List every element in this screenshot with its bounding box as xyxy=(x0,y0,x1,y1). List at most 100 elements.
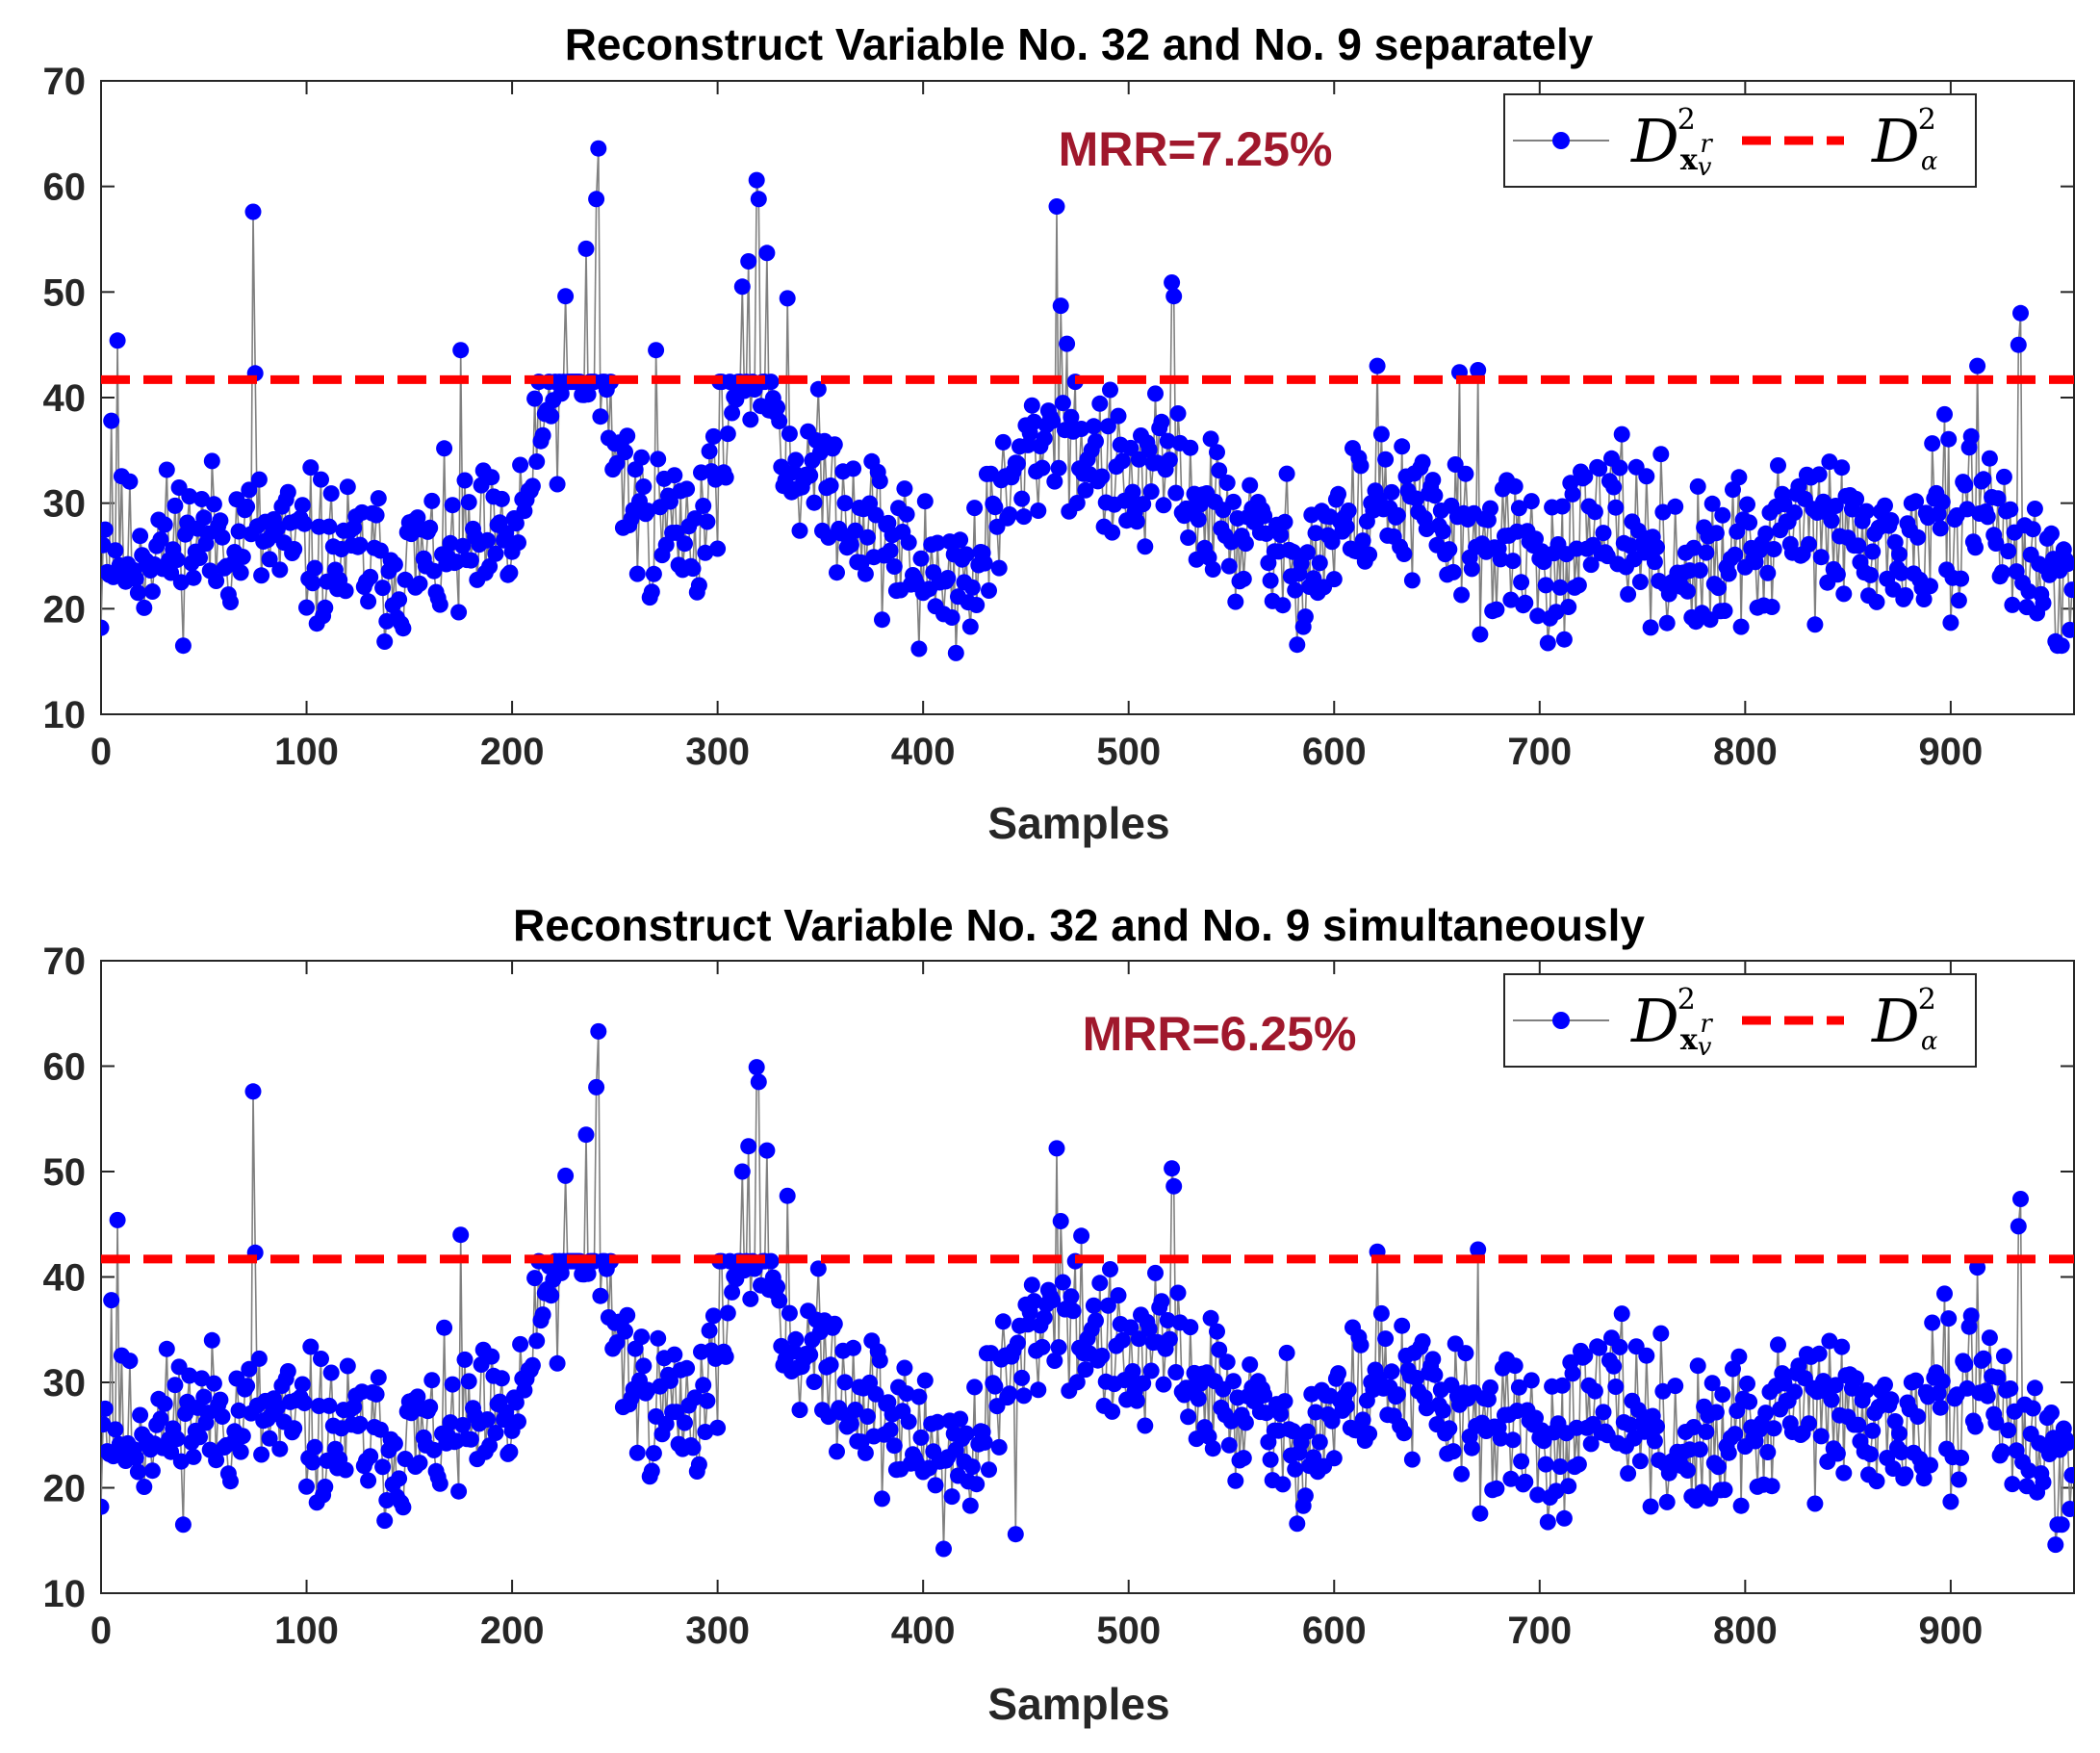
data-point xyxy=(697,544,714,561)
data-point xyxy=(452,1226,470,1244)
data-point xyxy=(172,1453,190,1470)
data-point xyxy=(1810,466,1828,483)
data-point xyxy=(317,1479,334,1495)
data-point xyxy=(684,560,702,578)
data-point xyxy=(619,427,636,445)
data-point xyxy=(1114,1331,1131,1349)
data-point xyxy=(250,1350,268,1367)
data-point xyxy=(1470,362,1487,378)
data-point xyxy=(762,374,780,391)
data-point xyxy=(1445,563,1462,580)
data-point xyxy=(1765,1420,1782,1437)
data-point xyxy=(512,1335,529,1353)
data-point xyxy=(577,240,595,257)
data-point xyxy=(313,471,329,488)
data-point xyxy=(136,599,153,616)
data-point xyxy=(2035,595,2052,611)
data-point xyxy=(1050,459,1067,477)
data-point xyxy=(963,1458,981,1476)
data-point xyxy=(557,288,575,305)
data-point xyxy=(212,1391,229,1408)
data-point xyxy=(1202,1309,1219,1327)
data-point xyxy=(1122,439,1140,456)
data-point xyxy=(2062,1501,2074,1517)
data-point xyxy=(1759,564,1777,581)
x-tick-label: 500 xyxy=(1096,1610,1161,1652)
data-point xyxy=(885,558,903,575)
data-point xyxy=(750,1073,767,1091)
data-point xyxy=(172,574,190,591)
data-point xyxy=(633,449,651,466)
data-point xyxy=(758,1142,776,1159)
data-point xyxy=(650,451,667,468)
data-point xyxy=(1560,599,1577,615)
data-point xyxy=(981,582,997,599)
data-point xyxy=(1658,1493,1676,1510)
data-point xyxy=(1130,451,1147,468)
data-point xyxy=(1424,1351,1442,1368)
data-point xyxy=(391,591,408,608)
x-tick-label: 400 xyxy=(891,731,956,773)
data-point xyxy=(1987,535,2005,552)
data-point xyxy=(127,1450,144,1466)
data-point xyxy=(163,1443,180,1460)
data-point xyxy=(1287,581,1304,599)
data-point xyxy=(1073,421,1090,437)
data-point xyxy=(643,1462,660,1480)
data-point xyxy=(1622,1416,1639,1433)
data-point xyxy=(1720,565,1737,582)
data-point xyxy=(2000,1422,2017,1439)
data-point xyxy=(1296,608,1314,626)
chart-panel-simultaneously: Reconstruct Variable No. 32 and No. 9 si… xyxy=(43,900,2075,1729)
x-tick-label: 0 xyxy=(90,1610,112,1652)
x-tick-label: 0 xyxy=(90,731,112,773)
data-point xyxy=(1453,586,1471,604)
data-point xyxy=(1529,607,1547,625)
mrr-annotation: MRR=7.25% xyxy=(1059,122,1333,176)
data-point xyxy=(462,552,479,569)
data-point xyxy=(306,1438,323,1456)
data-point xyxy=(107,1421,124,1438)
data-point xyxy=(1622,537,1639,554)
data-point xyxy=(132,1406,149,1424)
data-point xyxy=(431,1475,448,1492)
data-point xyxy=(1989,1369,2007,1386)
data-point xyxy=(1962,427,1980,445)
data-point xyxy=(1182,1319,1199,1336)
data-point xyxy=(295,1395,313,1411)
data-point xyxy=(295,515,313,532)
data-point xyxy=(1338,518,1355,535)
data-point xyxy=(690,577,707,594)
data-point xyxy=(1218,475,1236,491)
data-point xyxy=(1165,288,1183,305)
data-point xyxy=(1274,1476,1292,1493)
data-point xyxy=(1036,1309,1053,1327)
data-point xyxy=(1046,1353,1063,1369)
data-point xyxy=(230,1402,247,1419)
data-point xyxy=(2020,1462,2037,1480)
data-point xyxy=(943,1488,960,1506)
data-point xyxy=(2004,1476,2021,1493)
data-point xyxy=(1993,564,2010,581)
data-point xyxy=(1091,395,1109,412)
x-tick-label: 600 xyxy=(1302,731,1367,773)
data-point xyxy=(1685,539,1703,556)
data-point xyxy=(1570,577,1587,594)
data-point xyxy=(1034,1338,1051,1355)
data-point xyxy=(425,1441,443,1458)
data-point xyxy=(2035,1474,2052,1491)
data-point xyxy=(579,386,597,403)
data-point xyxy=(666,467,683,484)
data-point xyxy=(2063,581,2074,599)
data-point xyxy=(1967,539,1984,556)
data-point xyxy=(1142,1362,1160,1379)
data-point xyxy=(1190,511,1207,528)
data-point xyxy=(101,1498,110,1515)
data-point xyxy=(320,518,338,535)
x-tick-label: 300 xyxy=(685,1610,750,1652)
data-point xyxy=(1857,503,1875,520)
data-point xyxy=(2043,1405,2060,1421)
data-point xyxy=(847,1402,864,1418)
data-point xyxy=(422,1399,439,1416)
data-point xyxy=(740,1138,757,1155)
